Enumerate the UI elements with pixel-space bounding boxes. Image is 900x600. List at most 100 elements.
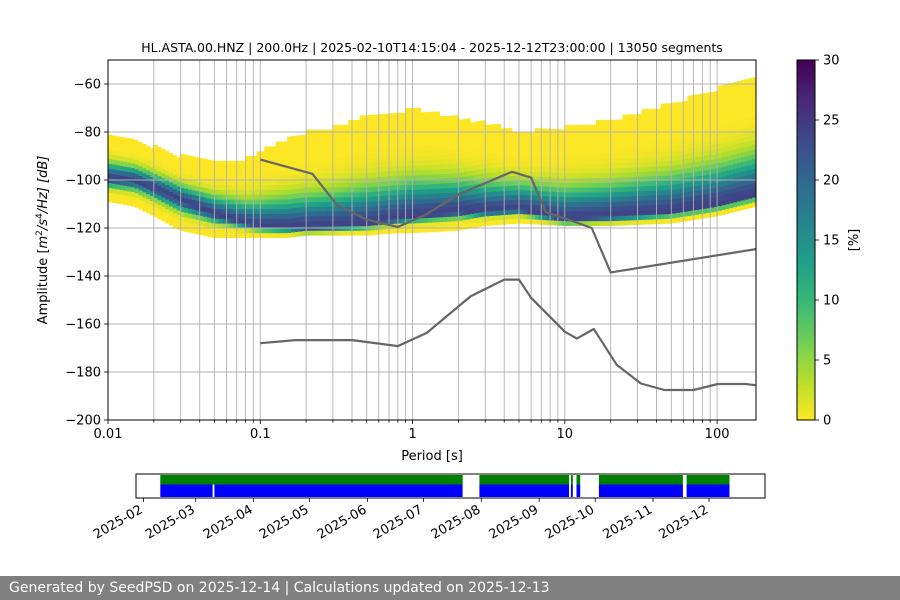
heatmap-cell	[565, 153, 570, 159]
heatmap-cell	[736, 148, 742, 154]
heatmap-cell	[527, 132, 532, 138]
heatmap-cell	[748, 97, 753, 103]
heatmap-cell	[439, 226, 444, 232]
heatmap-cell	[329, 206, 334, 212]
heatmap-cell	[740, 190, 745, 196]
heatmap-cell	[492, 181, 498, 187]
heatmap-cell	[553, 191, 559, 197]
heatmap-cell	[382, 185, 387, 192]
heatmap-cell	[576, 124, 582, 130]
heatmap-cell	[702, 97, 707, 104]
heatmap-cell	[233, 199, 238, 205]
heatmap-cell	[744, 151, 749, 157]
heatmap-cell	[298, 187, 303, 194]
heatmap-cell	[336, 172, 341, 178]
heatmap-cell	[432, 169, 437, 175]
heatmap-cell	[508, 142, 513, 148]
heatmap-cell	[268, 175, 273, 181]
heatmap-cell	[332, 201, 338, 207]
heatmap-cell	[683, 182, 688, 188]
heatmap-cell	[386, 118, 391, 124]
heatmap-cell	[603, 148, 608, 154]
heatmap-cell	[283, 199, 288, 205]
noise-model-lines	[260, 158, 756, 392]
heatmap-cell	[599, 196, 604, 202]
heatmap-cell	[115, 155, 120, 161]
heatmap-cell	[454, 153, 460, 159]
heatmap-cell	[294, 197, 299, 204]
heatmap-cell	[565, 139, 570, 145]
heatmap-cell	[279, 141, 284, 147]
heatmap-cell	[523, 199, 528, 205]
heatmap-cell	[714, 158, 719, 164]
heatmap-cell	[249, 160, 254, 166]
heatmap-cell	[298, 226, 303, 232]
heatmap-cell	[268, 151, 273, 157]
heatmap-cell	[287, 198, 292, 205]
heatmap-cell	[519, 160, 524, 167]
heatmap-cell	[207, 183, 212, 189]
heatmap-cell	[268, 218, 273, 224]
heatmap-cell	[127, 171, 132, 177]
heatmap-cell	[359, 201, 364, 207]
timeline-tick-label: 2025-04	[201, 502, 256, 542]
heatmap-cell	[653, 171, 658, 177]
heatmap-cell	[569, 206, 574, 212]
heatmap-cell	[256, 232, 261, 238]
heatmap-cell	[557, 143, 562, 149]
heatmap-cell	[683, 100, 688, 107]
heatmap-cell	[268, 146, 273, 152]
heatmap-cell	[283, 223, 288, 229]
heatmap-cell	[351, 153, 357, 159]
heatmap-cell	[432, 164, 437, 170]
heatmap-cell	[668, 132, 673, 138]
heatmap-cell	[119, 136, 124, 142]
heatmap-cell	[283, 208, 288, 214]
heatmap-cell	[439, 192, 444, 199]
heatmap-cell	[279, 199, 284, 205]
heatmap-cell	[367, 119, 372, 126]
heatmap-cell	[382, 224, 387, 230]
heatmap-cell	[664, 189, 669, 195]
heatmap-cell	[325, 211, 330, 217]
heatmap-cell	[290, 184, 296, 190]
heatmap-cell	[306, 192, 311, 198]
colorbar-tick-label: 5	[823, 354, 831, 369]
heatmap-cell	[184, 212, 189, 218]
heatmap-cell	[119, 199, 124, 205]
heatmap-cell	[218, 218, 223, 224]
heatmap-cell	[382, 133, 387, 139]
heatmap-cell	[740, 118, 745, 124]
heatmap-cell	[515, 156, 521, 162]
heatmap-cell	[416, 213, 421, 219]
heatmap-cell	[523, 189, 528, 196]
heatmap-cell	[683, 134, 688, 140]
heatmap-cell	[538, 214, 543, 220]
heatmap-cell	[313, 148, 319, 154]
heatmap-cell	[348, 201, 353, 207]
heatmap-cell	[733, 173, 738, 179]
heatmap-cell	[210, 203, 216, 209]
heatmap-cell	[569, 134, 574, 140]
heatmap-cell	[595, 139, 601, 145]
heatmap-cell	[607, 206, 612, 212]
heatmap-cell	[111, 169, 117, 175]
heatmap-cell	[675, 135, 681, 141]
heatmap-cell	[618, 220, 623, 226]
heatmap-cell	[298, 139, 303, 146]
heatmap-cell	[390, 190, 395, 196]
heatmap-cell	[573, 192, 578, 198]
heatmap-cell	[611, 119, 616, 126]
heatmap-cell	[340, 163, 345, 169]
heatmap-cell	[744, 83, 749, 90]
heatmap-cell	[123, 185, 128, 191]
heatmap-cell	[481, 197, 486, 203]
heatmap-cell	[489, 181, 494, 188]
heatmap-cell	[420, 117, 425, 123]
heatmap-cell	[290, 232, 296, 238]
heatmap-cell	[451, 216, 456, 222]
heatmap-cell	[401, 136, 406, 142]
heatmap-cell	[199, 162, 204, 169]
heatmap-cell	[473, 145, 479, 151]
heatmap-cell	[687, 162, 692, 168]
